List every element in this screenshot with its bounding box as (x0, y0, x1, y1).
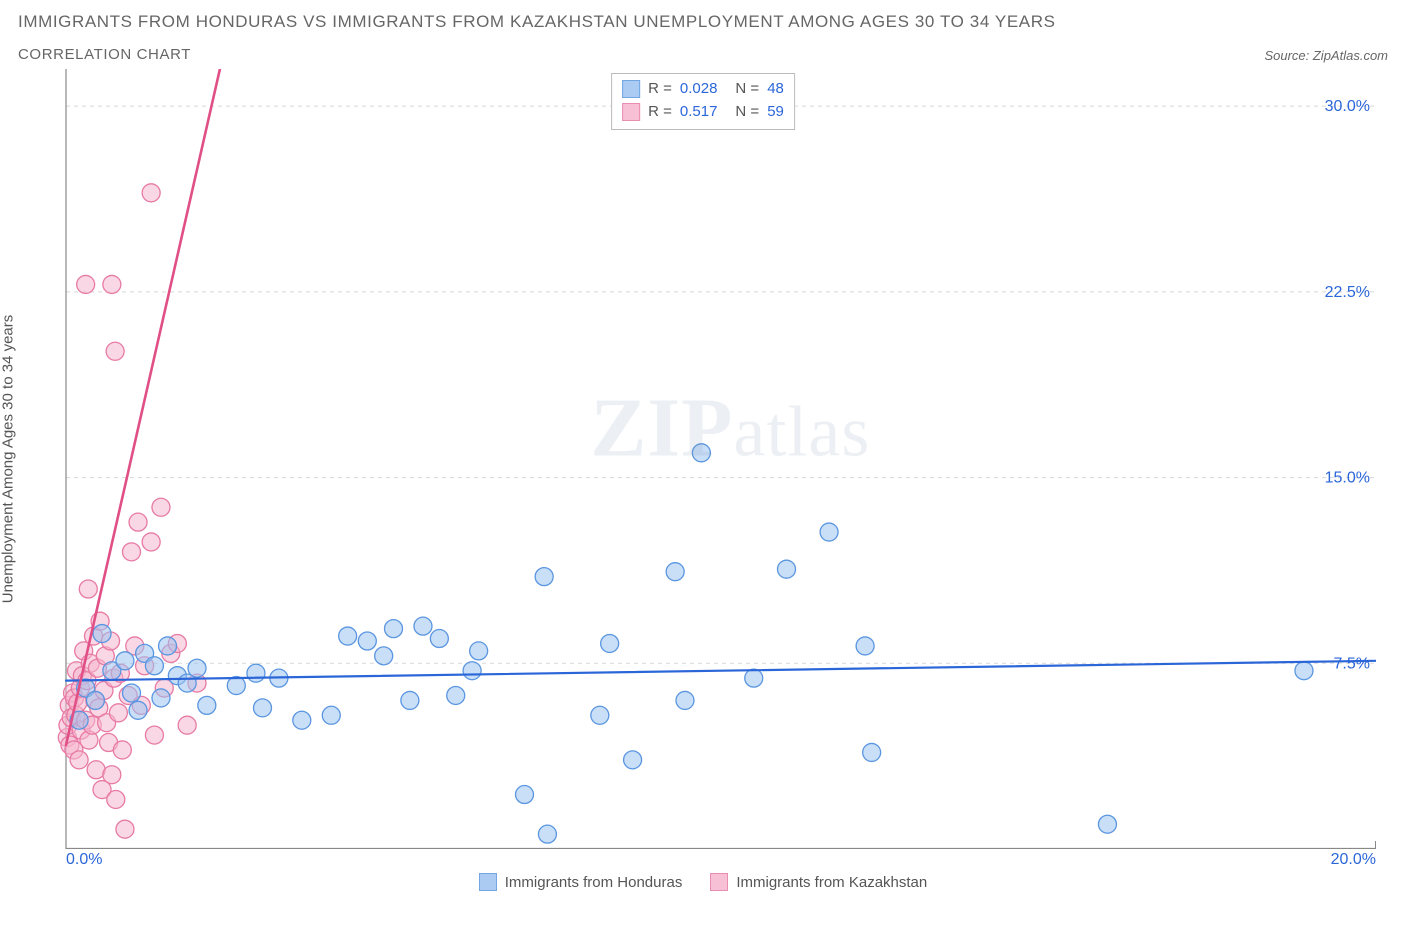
legend-item-b: Immigrants from Kazakhstan (710, 873, 927, 891)
svg-text:22.5%: 22.5% (1325, 284, 1370, 301)
chart-subtitle: CORRELATION CHART (18, 46, 1056, 63)
stat-r-a: 0.028 (680, 78, 718, 101)
source-attribution: Source: ZipAtlas.com (1264, 48, 1388, 63)
swatch-series-b (622, 103, 640, 121)
stat-label-n: N = (735, 101, 759, 124)
legend-label-a: Immigrants from Honduras (505, 874, 683, 891)
svg-text:7.5%: 7.5% (1334, 655, 1370, 672)
stats-row-series-a: R = 0.028 N = 48 (622, 78, 784, 101)
svg-text:15.0%: 15.0% (1325, 470, 1370, 487)
chart-header: IMMIGRANTS FROM HONDURAS VS IMMIGRANTS F… (18, 12, 1388, 63)
svg-text:30.0%: 30.0% (1325, 98, 1370, 115)
x-axis-tick-labels: 0.0% 20.0% (66, 849, 1376, 871)
chart-area: Unemployment Among Ages 30 to 34 years Z… (18, 69, 1388, 849)
scatter-plot-svg: 7.5% 15.0% 22.5% 30.0% (18, 69, 1376, 849)
legend-swatch-b (710, 873, 728, 891)
stat-label-n: N = (735, 78, 759, 101)
x-tick-label: 20.0% (1331, 851, 1376, 869)
swatch-series-a (622, 80, 640, 98)
stat-r-b: 0.517 (680, 101, 718, 124)
legend-label-b: Immigrants from Kazakhstan (736, 874, 927, 891)
stat-label-r: R = (648, 78, 672, 101)
chart-title: IMMIGRANTS FROM HONDURAS VS IMMIGRANTS F… (18, 12, 1056, 32)
stat-label-r: R = (648, 101, 672, 124)
legend-item-a: Immigrants from Honduras (479, 873, 683, 891)
x-tick-label: 0.0% (66, 851, 102, 869)
y-axis-label: Unemployment Among Ages 30 to 34 years (0, 315, 17, 604)
correlation-stats-box: R = 0.028 N = 48 R = 0.517 N = 59 (611, 73, 795, 130)
stat-n-a: 48 (767, 78, 784, 101)
legend-swatch-a (479, 873, 497, 891)
stat-n-b: 59 (767, 101, 784, 124)
title-block: IMMIGRANTS FROM HONDURAS VS IMMIGRANTS F… (18, 12, 1056, 63)
stats-row-series-b: R = 0.517 N = 59 (622, 101, 784, 124)
legend: Immigrants from Honduras Immigrants from… (18, 873, 1388, 891)
